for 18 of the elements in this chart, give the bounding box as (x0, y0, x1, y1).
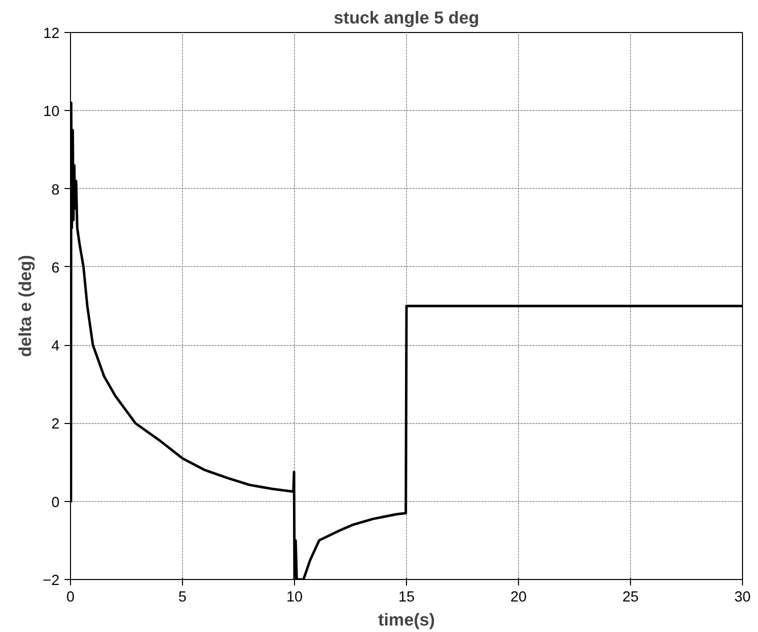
y-tick-label: 2 (51, 416, 60, 433)
y-tick-label: 0 (51, 494, 60, 511)
x-axis-title: time(s) (378, 610, 435, 630)
y-tick-label: 8 (51, 182, 60, 198)
x-tick-label: 30 (734, 590, 751, 606)
y-tick-label: −2 (42, 573, 60, 589)
y-tick-label: 12 (43, 26, 60, 42)
y-tick-label: 10 (43, 104, 60, 120)
x-tick-label: 15 (398, 590, 415, 606)
y-tick-label: 4 (51, 338, 60, 355)
x-tick-label: 0 (66, 590, 75, 606)
x-tick-label: 10 (286, 590, 303, 606)
y-tick-label: 6 (51, 260, 60, 276)
x-tick-label: 20 (510, 590, 527, 606)
x-tick-label: 5 (178, 590, 187, 606)
chart-title: stuck angle 5 deg (334, 8, 480, 28)
y-axis-title: delta e (deg) (14, 254, 35, 358)
x-tick-label: 25 (622, 590, 639, 606)
